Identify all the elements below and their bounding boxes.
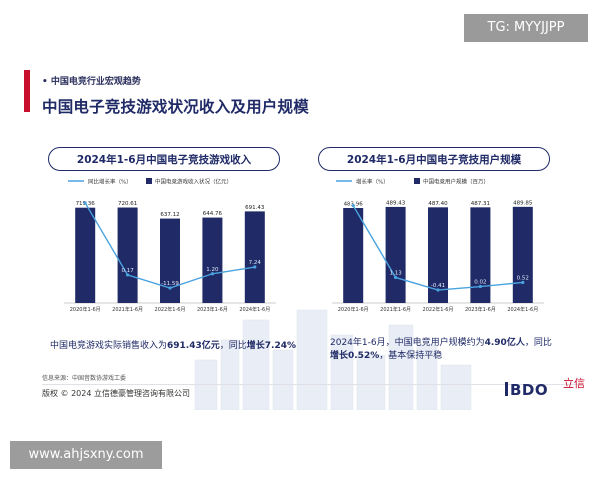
legend-label: 增长率（%） bbox=[356, 178, 389, 186]
watermark-top: TG: MYYJJPP bbox=[464, 14, 588, 42]
bar bbox=[202, 217, 223, 303]
revenue-chart: 同比增长率（%）中国电竞游戏收入状况（亿元）719.362020年1-6月720… bbox=[64, 178, 276, 313]
copyright: 版权 © 2024 立信德豪管理咨询有限公司 bbox=[42, 389, 190, 398]
x-tick-label: 2021年1-6月 bbox=[112, 306, 143, 313]
bar-value-label: 644.76 bbox=[203, 211, 223, 217]
revenue-caption: 中国电竞游戏实际销售收入为691.43亿元，同比增长7.24% bbox=[50, 340, 310, 353]
bar-value-label: 489.85 bbox=[513, 200, 533, 206]
growth-point bbox=[436, 288, 440, 292]
bar-value-label: 489.43 bbox=[386, 200, 406, 206]
growth-value-label: 0.17 bbox=[121, 268, 134, 274]
legend-label: 中国电竞用户规模（百万） bbox=[423, 178, 489, 186]
city-skyline-background bbox=[194, 309, 472, 410]
bar-value-label: 720.61 bbox=[118, 201, 137, 207]
users-caption: 2024年1-6月，中国电竞用户规模约为4.90亿人，同比增长0.52%，基本保… bbox=[330, 337, 560, 363]
bar bbox=[117, 207, 138, 303]
bar bbox=[244, 211, 265, 303]
growth-value-label: 1.20 bbox=[206, 267, 219, 273]
caption-text: ，同比 bbox=[219, 341, 247, 351]
growth-point bbox=[521, 280, 525, 285]
growth-point bbox=[210, 272, 214, 276]
x-tick-label: 2023年1-6月 bbox=[465, 306, 496, 313]
growth-point bbox=[394, 275, 398, 280]
caption-text: ，同比 bbox=[524, 338, 552, 348]
watermark-bottom: www.ahjsxny.com bbox=[10, 441, 162, 469]
bdo-logo: BDO bbox=[505, 381, 548, 399]
legend-bar-swatch bbox=[146, 178, 152, 184]
x-tick-label: 2020年1-6月 bbox=[338, 306, 369, 313]
growth-point bbox=[351, 204, 355, 208]
footer-divider bbox=[42, 384, 582, 385]
accent-bar bbox=[24, 70, 30, 112]
bar bbox=[428, 207, 448, 303]
x-tick-label: 2023年1-6月 bbox=[197, 306, 228, 313]
bar bbox=[75, 207, 96, 303]
bar bbox=[160, 218, 180, 303]
x-tick-label: 2024年1-6月 bbox=[507, 306, 538, 313]
bar bbox=[512, 206, 533, 303]
growth-point bbox=[126, 273, 130, 277]
bar-value-label: 691.43 bbox=[245, 205, 265, 211]
bar bbox=[343, 208, 364, 303]
chart-title-revenue: 2024年1-6月中国电子竞技游戏收入 bbox=[48, 147, 280, 171]
growth-value-label: 64.69 bbox=[77, 196, 93, 202]
caption-text: 2024年1-6月，中国电竞用户规模约为 bbox=[330, 338, 485, 348]
caption-value: 691.43亿元 bbox=[167, 341, 220, 351]
x-tick-label: 2021年1-6月 bbox=[380, 306, 411, 313]
logo-text: BDO bbox=[510, 381, 549, 399]
logo-bar-icon bbox=[505, 382, 508, 396]
growth-point bbox=[253, 265, 257, 269]
section-label: • 中国电竞行业宏观趋势 bbox=[42, 77, 141, 87]
caption-growth: 增长0.52% bbox=[330, 351, 380, 361]
caption-text: ，基本保持平稳 bbox=[379, 351, 443, 361]
legend-label: 中国电竞游戏收入状况（亿元） bbox=[155, 178, 232, 186]
x-tick-label: 2024年1-6月 bbox=[239, 306, 270, 313]
legend-bar-swatch bbox=[414, 178, 420, 184]
caption-growth: 增长7.24% bbox=[246, 341, 296, 351]
x-tick-label: 2022年1-6月 bbox=[423, 306, 454, 313]
logo-seal: 立信 bbox=[563, 377, 585, 390]
growth-value-label: 0.02 bbox=[474, 280, 486, 286]
source-note: 信息来源：中国音数协游戏工委 bbox=[42, 375, 127, 382]
growth-point bbox=[83, 201, 87, 205]
x-tick-label: 2020年1-6月 bbox=[70, 306, 101, 313]
bar-value-label: 487.31 bbox=[471, 201, 490, 207]
growth-value-label: 1.13 bbox=[389, 270, 402, 276]
growth-point bbox=[478, 284, 482, 289]
growth-value-label: 9.94 bbox=[347, 199, 360, 205]
chart-title-users: 2024年1-6月中国电子竞技用户规模 bbox=[318, 147, 550, 171]
legend-label: 同比增长率（%） bbox=[88, 178, 132, 186]
growth-value-label: -0.41 bbox=[431, 283, 445, 289]
growth-point bbox=[168, 286, 172, 290]
bar bbox=[385, 206, 406, 303]
caption-text: 中国电竞游戏实际销售收入为 bbox=[50, 341, 168, 351]
bar-value-label: 637.12 bbox=[160, 212, 179, 218]
bar-value-label: 487.40 bbox=[428, 201, 448, 207]
caption-value: 4.90亿人 bbox=[484, 338, 525, 348]
growth-value-label: 7.24 bbox=[249, 260, 262, 266]
growth-value-label: 0.52 bbox=[517, 275, 529, 281]
users-chart: 增长率（%）中国电竞用户规模（百万）483.962020年1-6月489.432… bbox=[332, 178, 544, 313]
x-tick-label: 2022年1-6月 bbox=[155, 306, 186, 313]
page-title: 中国电子竞技游戏状况收入及用户规模 bbox=[42, 98, 309, 116]
growth-value-label: -11.59 bbox=[161, 281, 179, 287]
bar bbox=[470, 207, 491, 303]
